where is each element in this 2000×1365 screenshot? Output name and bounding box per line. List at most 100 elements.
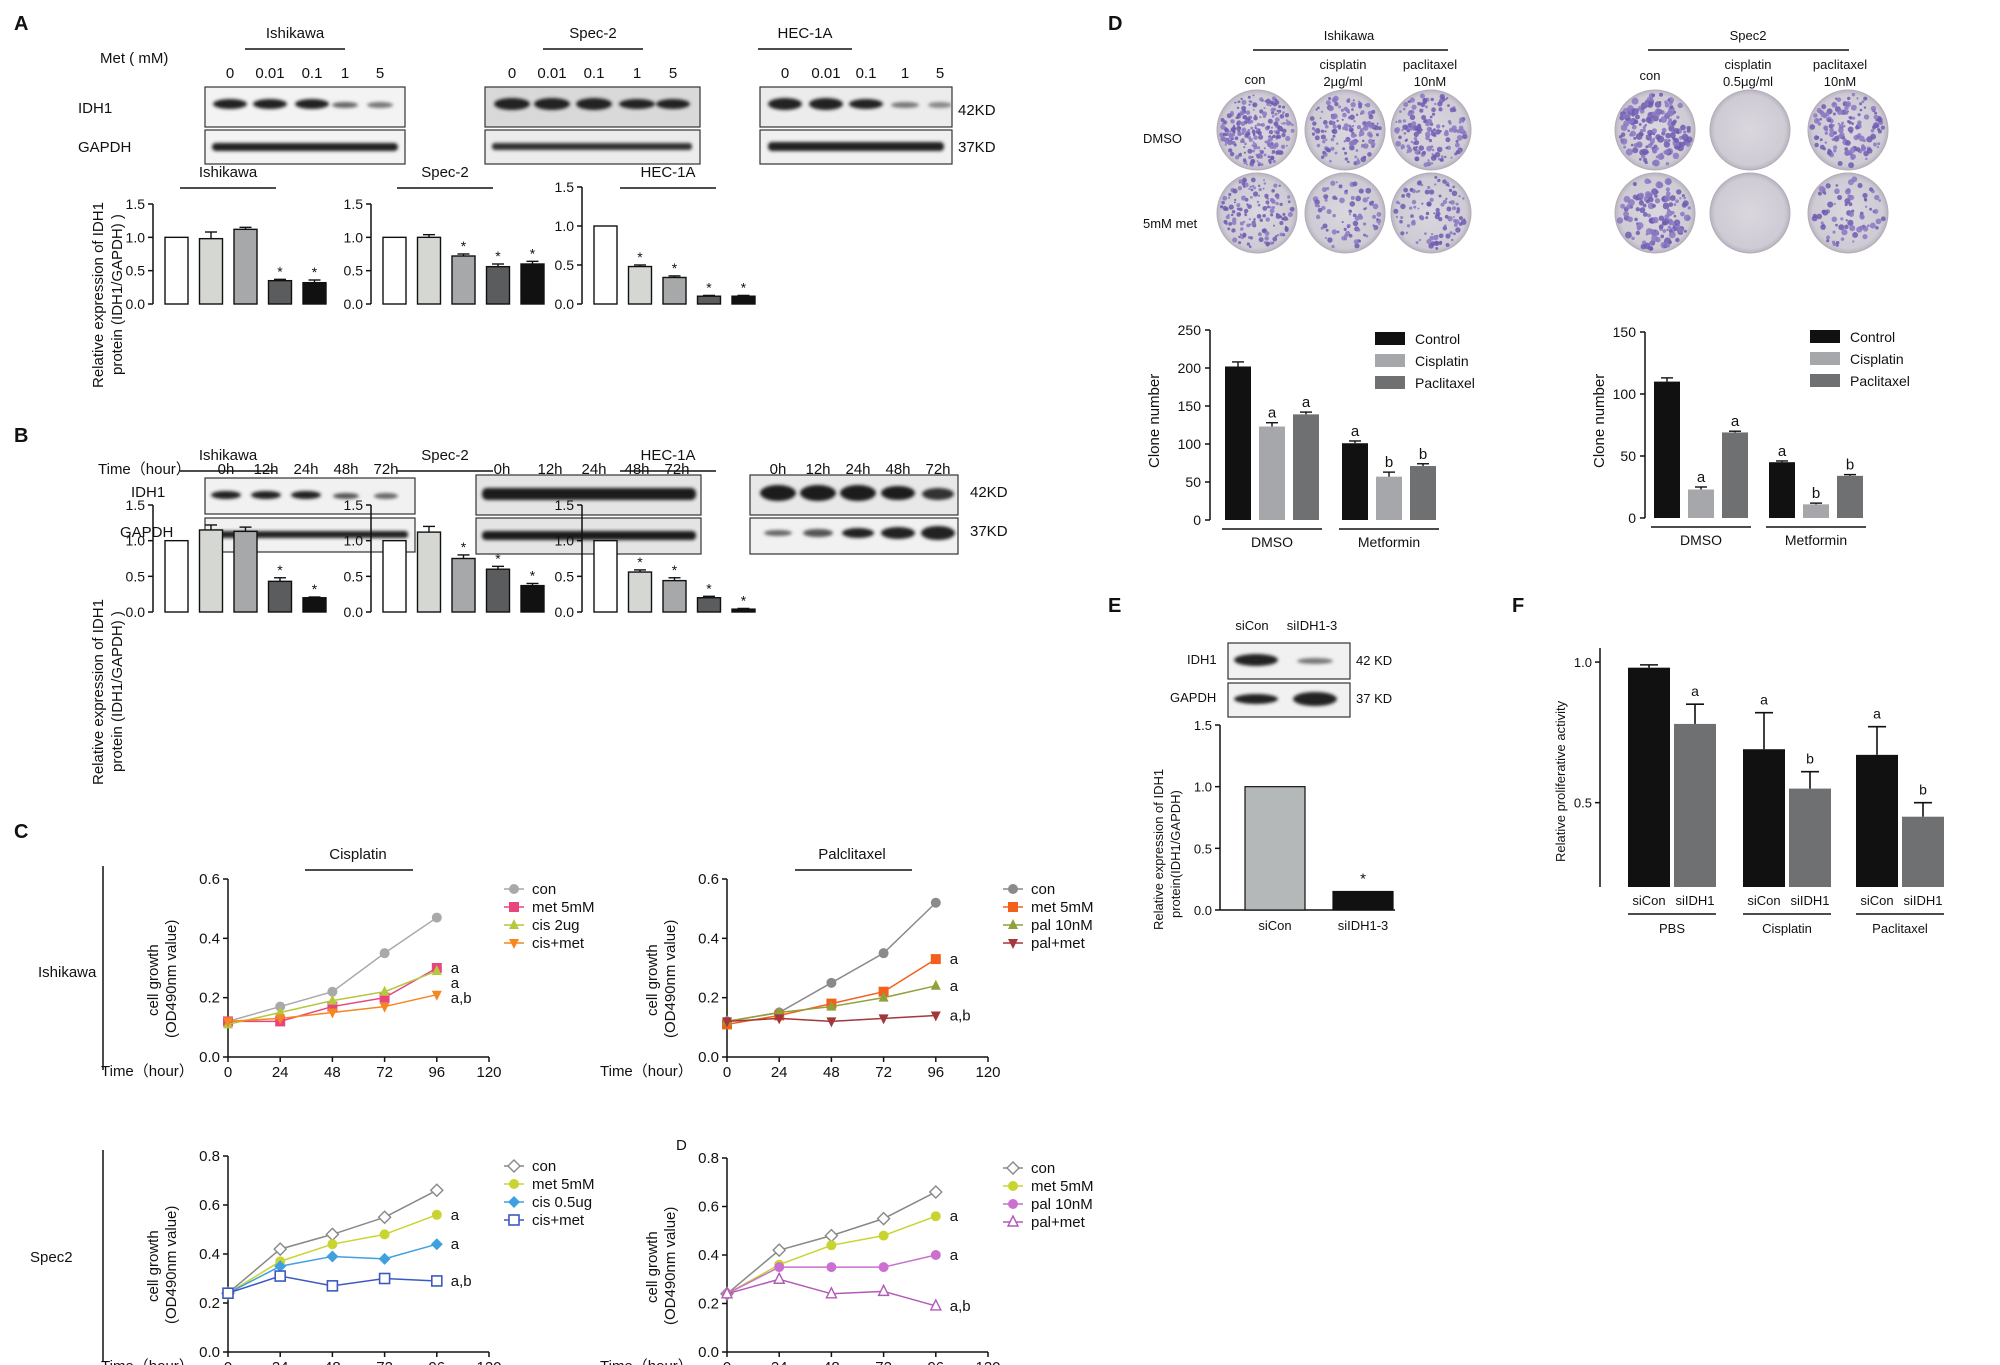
colony bbox=[1631, 108, 1639, 116]
x-tick-label: siCon bbox=[1860, 893, 1893, 908]
colony bbox=[1408, 146, 1412, 149]
colony bbox=[1257, 152, 1263, 159]
series-line bbox=[726, 958, 937, 1026]
bar bbox=[1293, 414, 1319, 520]
colony bbox=[1251, 221, 1256, 227]
colony bbox=[1857, 120, 1862, 125]
colony bbox=[1655, 236, 1661, 243]
colony bbox=[1268, 158, 1272, 163]
colony bbox=[1681, 194, 1685, 198]
colony bbox=[1234, 155, 1240, 160]
colony bbox=[1352, 213, 1357, 218]
colony bbox=[1344, 189, 1348, 193]
colony bbox=[1680, 211, 1685, 217]
colony bbox=[1259, 109, 1264, 114]
colony bbox=[1271, 188, 1275, 193]
bar bbox=[302, 281, 327, 305]
colony bbox=[1285, 144, 1288, 147]
colony bbox=[1248, 100, 1251, 103]
y-tick-label: 0.0 bbox=[199, 1049, 220, 1066]
legend-label: met 5mM bbox=[532, 1176, 595, 1193]
colony bbox=[1395, 120, 1398, 124]
colony bbox=[1679, 197, 1682, 200]
bar bbox=[696, 597, 722, 613]
colony bbox=[1427, 159, 1430, 162]
bar bbox=[451, 557, 476, 613]
significance-mark: * bbox=[530, 567, 536, 583]
lane-label: 1 bbox=[901, 65, 909, 82]
y-tick-label: 1.5 bbox=[344, 196, 364, 212]
colony bbox=[1332, 124, 1337, 129]
x-tick-label: siIDH1-3 bbox=[1338, 918, 1389, 933]
colony bbox=[1312, 127, 1316, 131]
colony bbox=[1628, 118, 1635, 125]
colony bbox=[1622, 113, 1627, 119]
colony bbox=[1625, 148, 1633, 156]
y-tick-label: 0.5 bbox=[126, 568, 146, 584]
colony bbox=[1286, 218, 1289, 221]
colony bbox=[1428, 138, 1433, 143]
colony bbox=[1354, 155, 1358, 159]
colony bbox=[1274, 100, 1280, 105]
significance-mark: * bbox=[706, 279, 712, 295]
col-label: 0.5μg/ml bbox=[1723, 74, 1773, 89]
colony bbox=[1669, 105, 1674, 110]
header-title: Cisplatin bbox=[329, 846, 387, 863]
colony bbox=[1424, 189, 1430, 195]
colony bbox=[1234, 198, 1237, 201]
colony bbox=[1624, 231, 1632, 239]
colony bbox=[1279, 114, 1285, 119]
group-label: Paclitaxel bbox=[1872, 921, 1928, 936]
data-point bbox=[326, 1280, 339, 1292]
colony bbox=[1462, 197, 1465, 200]
y-tick-label: 1.5 bbox=[126, 497, 146, 513]
colony bbox=[1400, 147, 1404, 150]
colony bbox=[1812, 213, 1818, 219]
colony bbox=[1668, 202, 1674, 207]
colony bbox=[1330, 146, 1335, 151]
colony bbox=[1264, 236, 1269, 241]
colony-row-label-met: 5mM met bbox=[1143, 216, 1198, 231]
colony bbox=[1242, 115, 1248, 120]
colony bbox=[1859, 211, 1864, 216]
bar bbox=[662, 579, 687, 613]
colony bbox=[1445, 146, 1448, 150]
colony bbox=[1439, 129, 1442, 133]
dish-outline bbox=[1216, 172, 1298, 254]
colony bbox=[1229, 151, 1235, 157]
data-point bbox=[929, 1298, 942, 1311]
colony bbox=[1248, 103, 1251, 106]
bar bbox=[1902, 816, 1944, 887]
colony bbox=[1437, 178, 1441, 183]
culture-dish bbox=[1614, 172, 1696, 254]
colony bbox=[1274, 142, 1279, 147]
colony bbox=[1432, 234, 1439, 241]
significance-label: a bbox=[451, 1207, 460, 1224]
colony bbox=[1623, 145, 1627, 149]
colony bbox=[1259, 97, 1264, 102]
row-label-spec2-c: Spec2 bbox=[30, 1249, 73, 1266]
legend-label: Paclitaxel bbox=[1415, 375, 1475, 391]
colony bbox=[1677, 102, 1683, 109]
kd-label-42-b: 42KD bbox=[970, 484, 1008, 501]
culture-dish bbox=[1216, 172, 1298, 254]
colony bbox=[1424, 232, 1427, 235]
lane-labels-a2: 0 0.01 0.1 1 5 bbox=[508, 65, 677, 82]
y-tick-label: 0.4 bbox=[199, 1246, 220, 1263]
colony bbox=[1430, 131, 1436, 137]
significance-label: a bbox=[950, 978, 959, 995]
data-point bbox=[431, 912, 442, 923]
culture-dish bbox=[1709, 89, 1791, 171]
colony bbox=[1652, 203, 1656, 208]
colony bbox=[1260, 122, 1265, 127]
colony bbox=[1657, 182, 1664, 189]
colony bbox=[1640, 128, 1644, 133]
colony bbox=[1274, 125, 1278, 128]
x-tick-label: siIDH1 bbox=[1790, 893, 1829, 908]
colony bbox=[1257, 146, 1261, 150]
colony bbox=[1427, 185, 1431, 190]
legend-swatch bbox=[1375, 354, 1405, 367]
colony bbox=[1675, 199, 1679, 204]
colony bbox=[1664, 112, 1670, 118]
colony bbox=[1444, 129, 1449, 134]
